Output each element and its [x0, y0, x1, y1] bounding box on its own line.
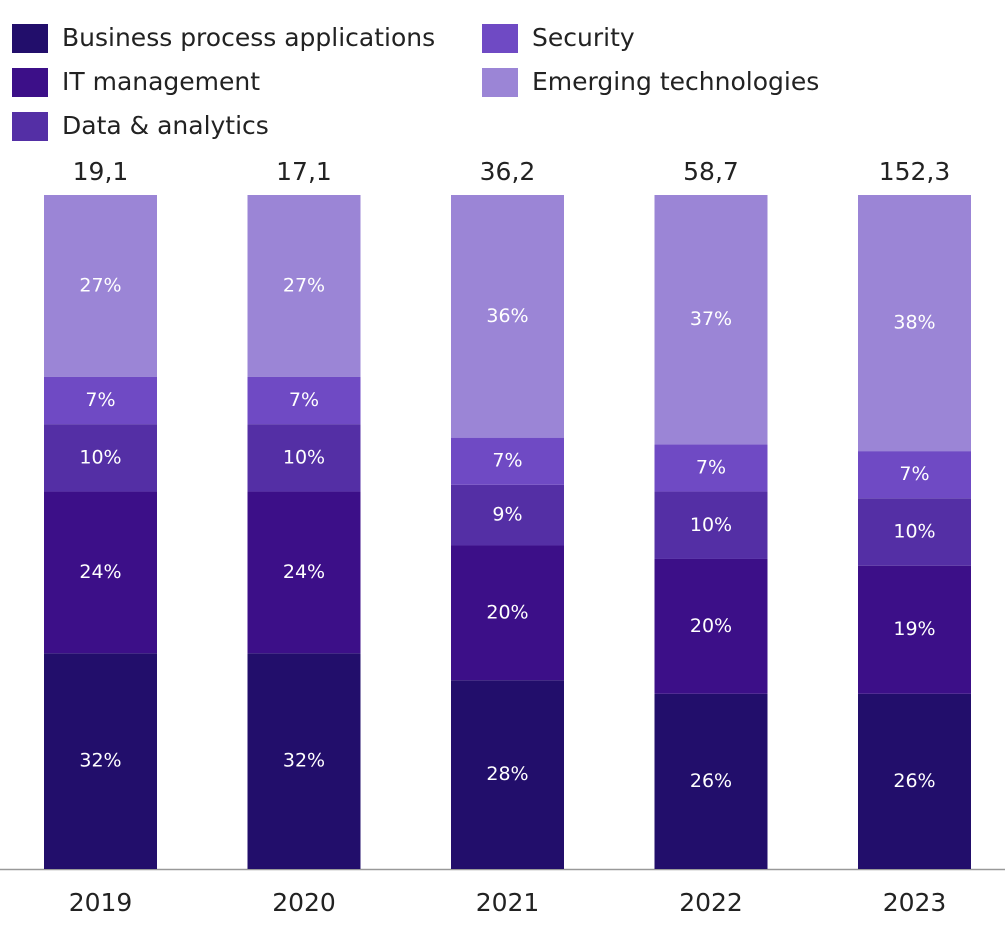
bar-segment: [44, 376, 157, 425]
bar-segment: [451, 545, 564, 681]
segment-label: 9%: [492, 504, 522, 526]
segment-label: 7%: [85, 389, 115, 411]
bar-segment: [451, 680, 564, 869]
bar-segment: [858, 195, 971, 452]
bar-segment: [44, 424, 157, 492]
segment-label: 7%: [289, 389, 319, 411]
legend-swatch: [12, 24, 48, 53]
bar-segment: [247, 653, 361, 869]
segment-label: 7%: [492, 450, 522, 472]
bar-segment: [247, 195, 361, 377]
legend-label: Business process applications: [62, 23, 435, 52]
legend-swatch: [482, 24, 518, 53]
x-tick-label: 2020: [272, 888, 336, 917]
legend-label: Data & analytics: [62, 111, 269, 140]
bar-segment: [451, 437, 564, 485]
segment-label: 37%: [690, 308, 732, 330]
bar-segment: [247, 424, 361, 492]
legend-label: Security: [532, 23, 635, 52]
total-label: 19,1: [73, 157, 129, 186]
bar-segment: [44, 653, 157, 869]
legend-swatch: [12, 68, 48, 97]
total-label: 17,1: [276, 157, 332, 186]
segment-label: 27%: [79, 274, 121, 296]
x-tick-label: 2022: [679, 888, 743, 917]
x-tick-label: 2021: [476, 888, 540, 917]
bar-segment: [654, 491, 768, 559]
bar-segment: [247, 491, 361, 654]
bar-segment: [858, 498, 971, 566]
segment-label: 26%: [893, 770, 935, 792]
segment-label: 10%: [893, 521, 935, 543]
segment-label: 26%: [690, 770, 732, 792]
segment-label: 10%: [79, 446, 121, 468]
segment-label: 24%: [79, 561, 121, 583]
total-label: 58,7: [683, 157, 739, 186]
legend-swatch: [482, 68, 518, 97]
segment-label: 20%: [486, 601, 528, 623]
legend-label: Emerging technologies: [532, 67, 819, 96]
bar-segment: [858, 451, 971, 499]
segment-label: 19%: [893, 618, 935, 640]
bar-segment: [44, 491, 157, 654]
bar-segment: [654, 195, 768, 445]
segment-label: 28%: [486, 763, 528, 785]
bar-segment: [858, 693, 971, 869]
legend-label: IT management: [62, 67, 260, 96]
x-tick-label: 2023: [883, 888, 947, 917]
x-tick-label: 2019: [69, 888, 133, 917]
segment-label: 32%: [79, 750, 121, 772]
bar-segment: [654, 693, 768, 869]
legend-swatch: [12, 112, 48, 141]
bar-segment: [247, 376, 361, 425]
segment-label: 20%: [690, 615, 732, 637]
bar-segment: [451, 484, 564, 546]
segment-label: 10%: [283, 446, 325, 468]
segment-label: 10%: [690, 514, 732, 536]
bar-segment: [451, 195, 564, 438]
bar-segment: [858, 565, 971, 694]
segment-label: 27%: [283, 274, 325, 296]
total-label: 36,2: [480, 157, 536, 186]
total-label: 152,3: [879, 157, 951, 186]
segment-label: 7%: [899, 463, 929, 485]
segment-label: 38%: [893, 312, 935, 334]
bar-segment: [654, 444, 768, 492]
bar-segment: [44, 195, 157, 377]
segment-label: 32%: [283, 750, 325, 772]
segment-label: 7%: [696, 456, 726, 478]
segment-label: 36%: [486, 305, 528, 327]
bar-segment: [654, 558, 768, 694]
segment-label: 24%: [283, 561, 325, 583]
